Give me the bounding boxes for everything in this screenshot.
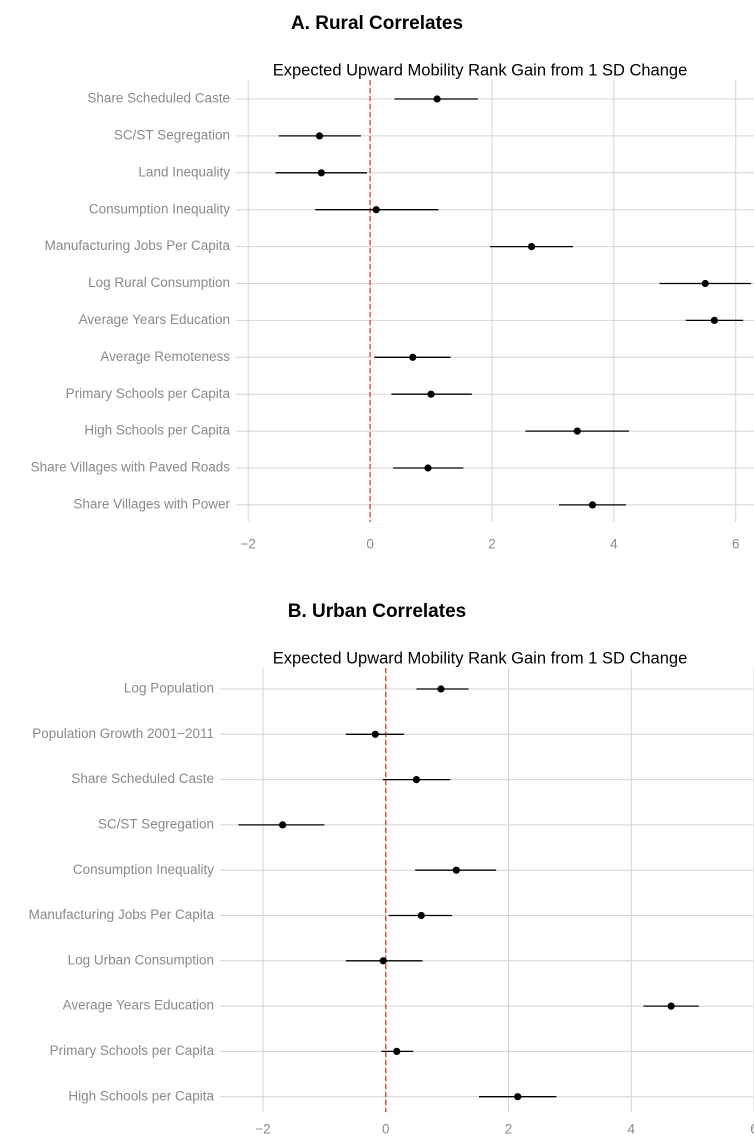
- rural-correlates-panel: A. Rural Correlates Expected Upward Mobil…: [31, 13, 754, 552]
- rural-category-label: Manufacturing Jobs Per Capita: [45, 238, 231, 253]
- rural-point-estimate: [372, 206, 380, 214]
- urban-subtitle: Expected Upward Mobility Rank Gain from …: [273, 649, 688, 667]
- rural-point-estimate: [317, 169, 325, 177]
- urban-point-estimate: [412, 776, 421, 784]
- urban-point-estimate: [667, 1002, 675, 1010]
- urban-category-label: Share Scheduled Caste: [71, 771, 214, 786]
- urban-category-label: Consumption Inequality: [73, 862, 214, 877]
- rural-category-label: Average Remoteness: [100, 349, 230, 364]
- rural-panel-title: A. Rural Correlates: [291, 13, 463, 34]
- rural-x-tick-label: 0: [366, 537, 374, 552]
- rural-category-label: Share Scheduled Caste: [87, 91, 230, 106]
- urban-category-label: Manufacturing Jobs Per Capita: [29, 907, 215, 922]
- urban-correlates-panel: B. Urban Correlates Expected Upward Mobil…: [29, 601, 754, 1136]
- urban-point-estimate: [417, 911, 425, 920]
- rural-point-estimate: [409, 353, 417, 361]
- urban-category-label: SC/ST Segregation: [98, 816, 214, 831]
- rural-x-tick-label: −2: [240, 537, 255, 552]
- rural-point-estimate: [433, 95, 441, 103]
- rural-subtitle: Expected Upward Mobility Rank Gain from …: [273, 61, 688, 79]
- urban-category-label: Average Years Education: [63, 998, 214, 1013]
- urban-point-estimate: [437, 685, 445, 693]
- rural-category-label: Land Inequality: [138, 164, 230, 179]
- rural-category-label: Primary Schools per Capita: [66, 386, 231, 401]
- rural-point-estimate: [527, 243, 536, 251]
- rural-point-estimate: [315, 132, 324, 140]
- rural-x-tick-label: 6: [732, 537, 740, 552]
- rural-point-estimate: [701, 279, 709, 288]
- urban-x-tick-label: 0: [382, 1122, 390, 1136]
- urban-point-estimate: [279, 821, 287, 829]
- urban-point-estimate: [371, 730, 379, 738]
- urban-point-estimate: [379, 957, 387, 965]
- urban-x-tick-label: 6: [750, 1122, 754, 1136]
- urban-x-tick-label: 4: [627, 1122, 635, 1136]
- rural-point-estimate: [588, 501, 597, 509]
- rural-category-label: Share Villages with Power: [73, 496, 230, 511]
- rural-category-label: Log Rural Consumption: [88, 275, 230, 290]
- rural-category-label: Average Years Education: [79, 312, 230, 327]
- rural-category-label: High Schools per Capita: [84, 423, 230, 438]
- urban-point-estimate: [393, 1047, 401, 1055]
- urban-point-estimate: [452, 866, 460, 874]
- urban-panel-title: B. Urban Correlates: [288, 601, 466, 622]
- rural-category-label: Share Villages with Paved Roads: [31, 460, 231, 475]
- urban-x-tick-label: −2: [255, 1122, 270, 1136]
- urban-category-label: Population Growth 2001−2011: [32, 726, 214, 741]
- rural-point-estimate: [427, 390, 435, 398]
- rural-x-tick-label: 2: [488, 537, 496, 552]
- urban-category-label: Log Population: [124, 681, 214, 696]
- urban-category-label: High Schools per Capita: [68, 1088, 214, 1103]
- urban-category-label: Primary Schools per Capita: [50, 1043, 215, 1058]
- rural-point-estimate: [710, 316, 718, 324]
- rural-category-label: Consumption Inequality: [89, 201, 230, 216]
- urban-point-estimate: [514, 1093, 522, 1101]
- urban-x-tick-label: 2: [505, 1122, 513, 1136]
- rural-point-estimate: [573, 427, 581, 435]
- urban-category-label: Log Urban Consumption: [68, 952, 214, 967]
- rural-category-label: SC/ST Segregation: [114, 127, 230, 142]
- rural-point-estimate: [424, 464, 432, 472]
- rural-x-tick-label: 4: [610, 537, 618, 552]
